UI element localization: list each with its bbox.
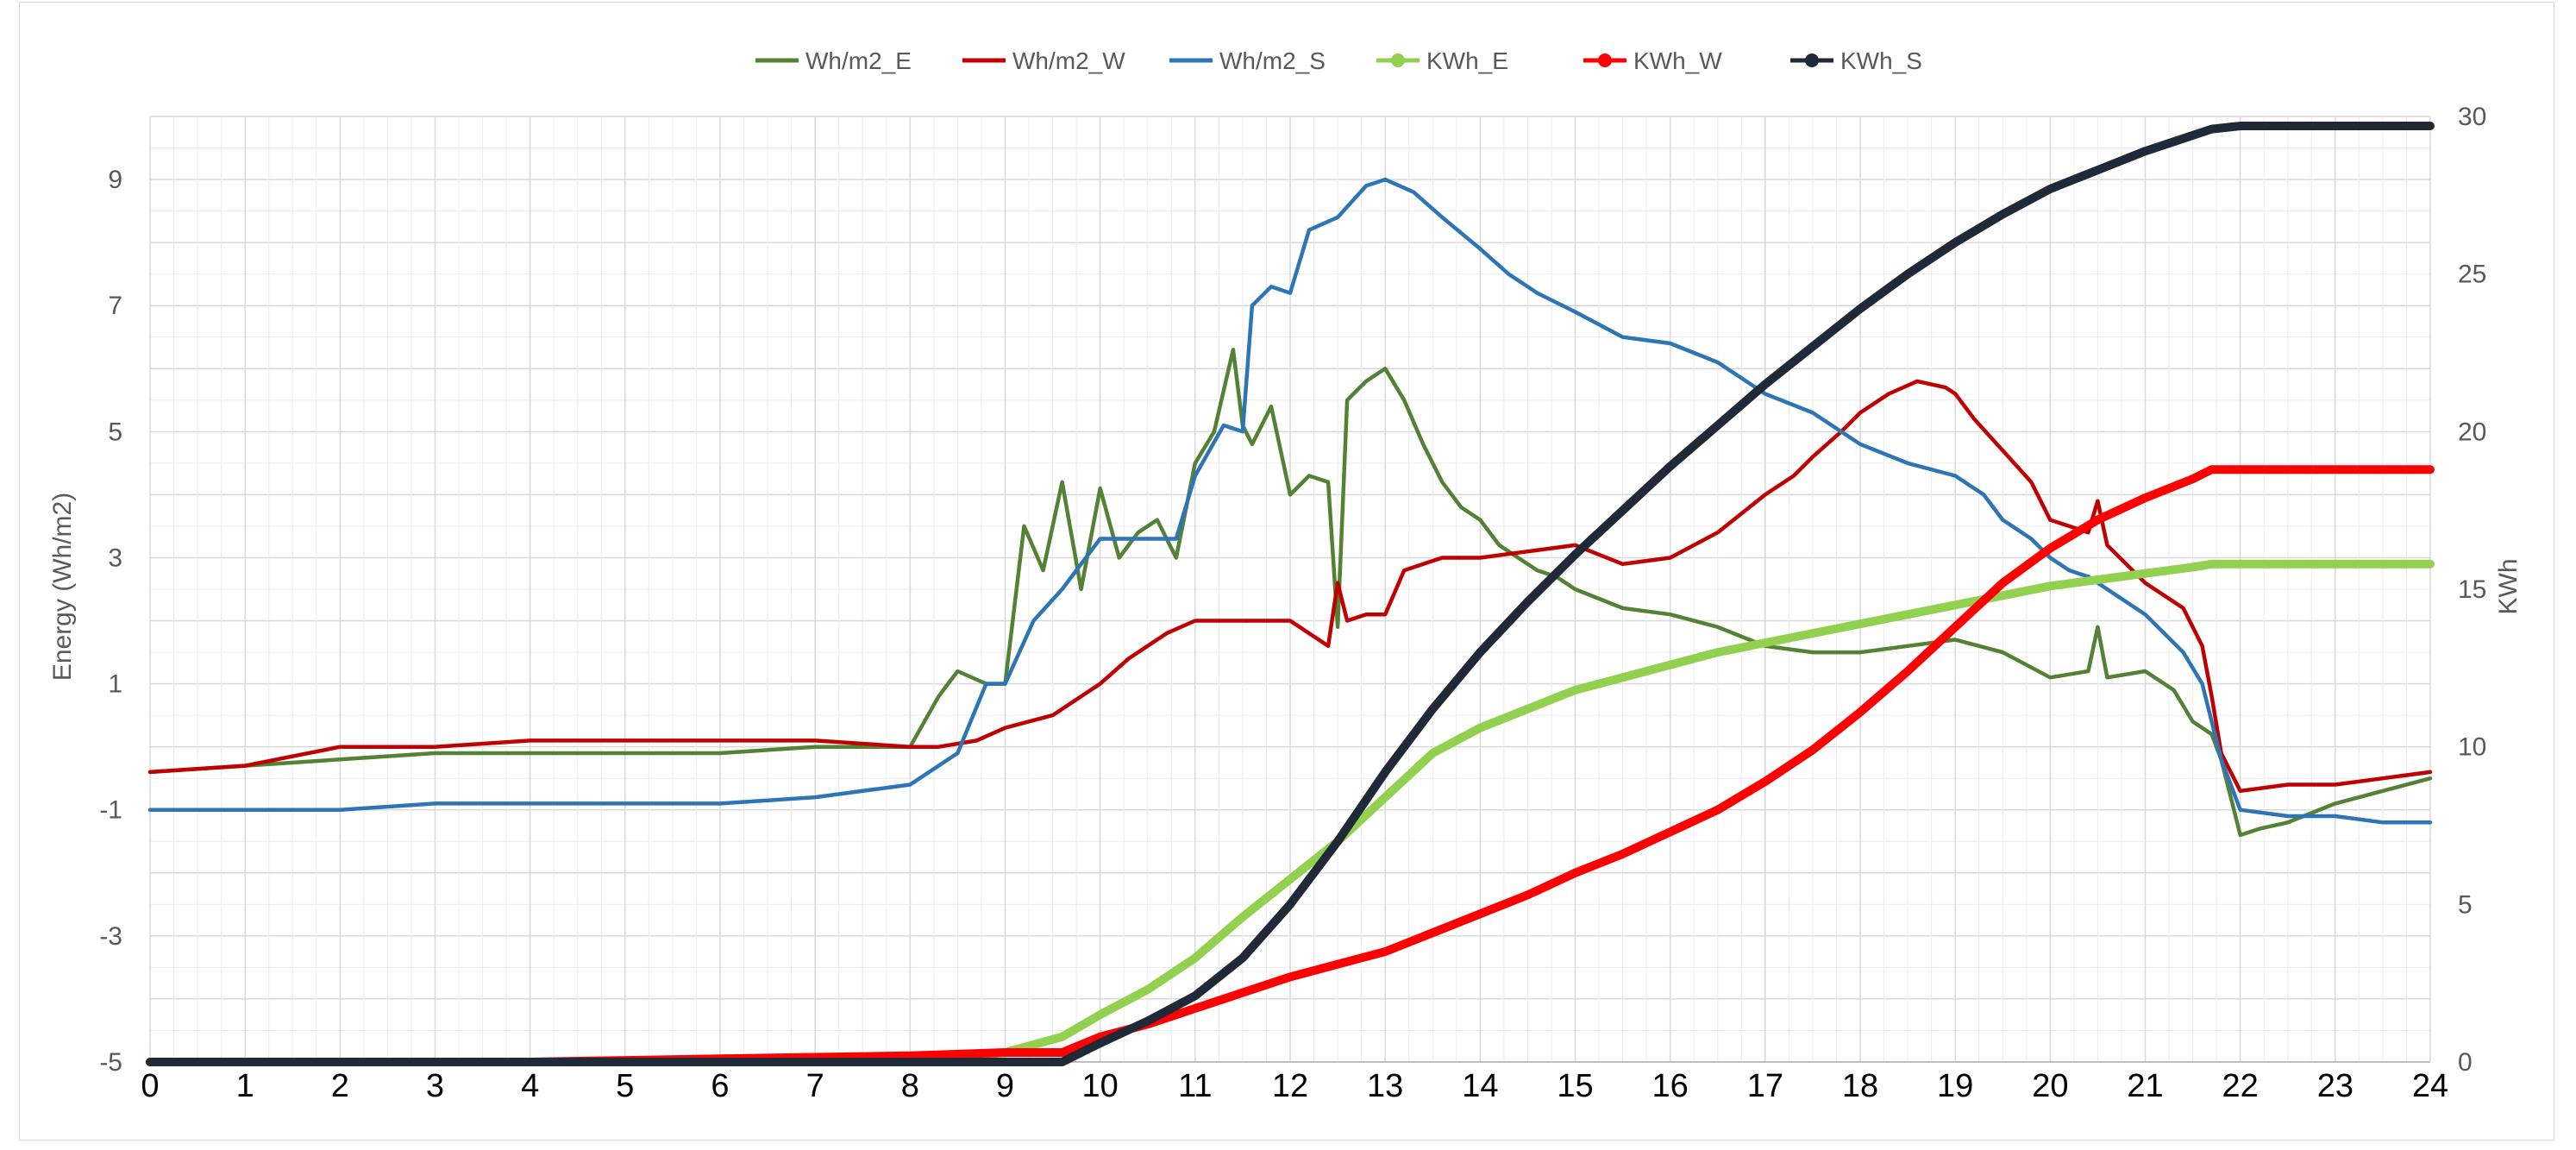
legend-item-wh-m2-s: Wh/m2_S	[1169, 47, 1326, 74]
x-tick-label: 24	[2412, 1068, 2448, 1104]
series-line-kwh-w	[146, 465, 2435, 1066]
x-tick-label: 11	[1178, 1068, 1212, 1104]
legend-label: KWh_W	[1633, 47, 1722, 74]
legend-label: Wh/m2_E	[805, 47, 912, 74]
x-tick-label: 23	[2317, 1068, 2353, 1104]
x-tick-label: 21	[2127, 1068, 2163, 1104]
x-tick-label: 17	[1747, 1068, 1783, 1104]
y-right-tick-label: 25	[2458, 261, 2486, 289]
series-line-kwh-s	[146, 122, 2435, 1066]
legend-item-kwh-e: KWh_E	[1376, 47, 1508, 74]
x-tick-label: 16	[1652, 1068, 1689, 1104]
legend-item-wh-m2-w: Wh/m2_W	[962, 47, 1125, 74]
x-tick-label: 4	[521, 1068, 539, 1104]
x-tick-label: 20	[2032, 1068, 2068, 1104]
legend-item-kwh-w: KWh_W	[1583, 47, 1722, 74]
y-left-tick-label: 7	[108, 292, 122, 320]
y-left-tick-label: 1	[108, 670, 122, 699]
x-tick-label: 12	[1272, 1068, 1308, 1104]
legend-label: KWh_S	[1840, 47, 1922, 74]
series-line-wh-m2-s	[147, 177, 2433, 825]
x-tick-label: 22	[2222, 1068, 2259, 1104]
legend-marker	[1391, 53, 1405, 67]
y-right-tick-label: 0	[2458, 1048, 2473, 1077]
y-left-tick-label: 3	[108, 544, 122, 572]
y-left-tick-label: -1	[99, 796, 122, 825]
legend-label: KWh_E	[1426, 47, 1508, 74]
x-tick-label: 3	[426, 1068, 444, 1104]
y-left-tick-label: 9	[108, 166, 122, 194]
x-tick-label: 18	[1842, 1068, 1878, 1104]
legend-label: Wh/m2_S	[1219, 47, 1326, 74]
x-tick-label: 7	[806, 1068, 824, 1104]
x-tick-label: 15	[1557, 1068, 1593, 1104]
x-tick-label: 2	[331, 1068, 349, 1104]
y-right-tick-label: 15	[2458, 575, 2486, 604]
x-tick-label: 8	[901, 1068, 919, 1104]
legend-marker	[1598, 53, 1612, 67]
series-line-kwh-e	[146, 559, 2435, 1066]
x-tick-label: 0	[141, 1068, 159, 1104]
series-layer	[146, 122, 2435, 1066]
y-right-tick-label: 10	[2458, 733, 2486, 762]
legend: Wh/m2_E Wh/m2_W Wh/m2_S KWh_E KWh_W KWh_S	[755, 47, 1922, 74]
y-axis-left-label: Energy (Wh/m2)	[48, 493, 77, 681]
x-tick-label: 13	[1367, 1068, 1403, 1104]
y-right-tick-label: 20	[2458, 418, 2486, 446]
x-tick-label: 19	[1937, 1068, 1973, 1104]
x-tick-label: 10	[1082, 1068, 1119, 1104]
x-tick-label: 14	[1462, 1068, 1498, 1104]
legend-marker	[1805, 53, 1819, 67]
legend-label: Wh/m2_W	[1012, 47, 1125, 74]
x-tick-label: 1	[236, 1068, 254, 1104]
x-tick-label: 5	[616, 1068, 634, 1104]
y-left-tick-label: 5	[108, 418, 122, 446]
y-axis-right-label: KWh	[2494, 558, 2523, 614]
tick-labels: 0 1 2 3 4 5 6 7 8 9 10 11 12 13 14 15 16 17 18 19 20 21 22 23 24…	[99, 103, 2486, 1104]
series-line-wh-m2-w	[147, 379, 2433, 794]
y-right-tick-label: 30	[2458, 103, 2486, 131]
y-left-tick-label: -5	[99, 1048, 122, 1077]
y-right-tick-label: 5	[2458, 890, 2473, 919]
legend-item-wh-m2-e: Wh/m2_E	[755, 47, 912, 74]
x-tick-label: 6	[711, 1068, 729, 1104]
x-tick-label: 9	[996, 1068, 1014, 1104]
grid-layer	[149, 116, 2431, 1063]
y-left-tick-label: -3	[99, 922, 122, 951]
legend-item-kwh-s: KWh_S	[1790, 47, 1922, 74]
